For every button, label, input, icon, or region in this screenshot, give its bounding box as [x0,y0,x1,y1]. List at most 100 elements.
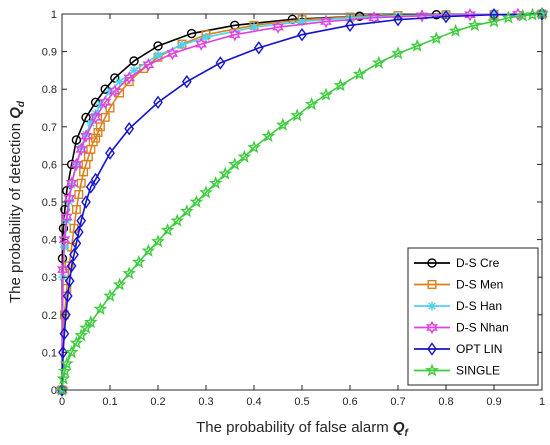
data-point [391,46,405,60]
y-tick-label: 0.8 [42,84,57,96]
data-point [487,14,501,28]
data-point [227,157,242,171]
data-point [166,46,179,61]
data-point [320,14,332,29]
series-d-s-nhan [56,7,548,397]
data-point [81,195,91,209]
data-point [105,146,115,160]
y-tick-label: 0 [51,385,57,397]
legend-marker [427,301,437,311]
x-tick-label: 0.9 [486,396,501,408]
data-point [177,40,187,50]
data-point [90,172,101,187]
legend-marker [426,320,438,335]
y-tick-label: 0.5 [42,197,57,209]
data-point [304,97,319,111]
data-point [142,58,155,72]
data-point [58,364,72,378]
data-point [70,157,83,172]
data-point [416,9,428,23]
y-tick-label: 0.4 [42,235,57,247]
legend-marker [425,363,439,377]
data-point [131,254,146,268]
data-point [62,289,73,303]
x-tick-label: 1 [539,396,545,408]
y-tick-label: 0.9 [42,47,57,59]
x-tick-label: 0 [59,396,65,408]
data-point [59,356,74,370]
legend-item: OPT LIN [414,342,502,356]
y-tick-label: 1 [51,9,57,21]
data-point [81,112,91,123]
data-point [91,133,101,143]
data-point [170,213,185,227]
data-point [247,140,261,154]
y-tick-label: 0.3 [42,272,57,284]
data-point [71,236,82,251]
data-point [253,41,264,55]
data-point [429,31,444,45]
data-point [112,277,127,291]
data-point [122,266,137,280]
data-point [108,84,121,98]
data-point [141,243,156,257]
data-point [371,55,386,69]
data-point [525,7,540,21]
x-tick-label: 0.3 [198,396,213,408]
data-point [179,204,194,218]
legend-item: D-S Nhan [414,321,509,335]
data-point [58,232,71,247]
x-tick-label: 0.5 [294,396,309,408]
data-point [201,32,211,42]
data-point [79,320,93,334]
data-point [272,20,284,34]
data-point [60,210,73,224]
data-point [218,166,233,180]
legend-label: D-S Men [456,278,503,292]
data-point [58,223,69,234]
data-point [215,56,226,70]
data-point [90,97,101,108]
data-point [261,129,276,143]
data-point [515,8,530,22]
data-point [64,261,74,271]
legend-marker [427,258,437,268]
data-point [55,382,69,396]
data-point [186,28,197,39]
legend-item: SINGLE [414,363,500,378]
data-point [275,117,290,131]
x-tick-label: 0.6 [342,396,357,408]
data-point [333,78,348,92]
legend-item: D-S Men [414,278,503,292]
data-point [319,87,333,101]
x-tick-label: 0.4 [246,396,261,408]
data-point [195,37,208,51]
data-point [110,73,120,83]
data-point [441,9,451,24]
data-point [124,121,135,136]
data-point [153,95,163,110]
series-line [61,13,543,391]
y-tick-label: 0.1 [42,347,57,359]
data-point [57,253,68,264]
data-point [57,262,69,277]
data-point [467,18,482,32]
data-point [199,185,213,199]
data-point [345,18,355,32]
y-tick-label: 0.6 [42,159,57,171]
data-point [153,41,163,51]
legend-item: D-S Cre [414,256,500,270]
legend-label: D-S Nhan [456,321,509,335]
x-tick-label: 0.1 [102,396,117,408]
data-point [66,259,77,273]
data-point [71,135,82,145]
legend-marker [427,342,437,356]
data-point [410,38,425,52]
data-point [489,8,499,22]
series-single [55,6,549,396]
legend-item: D-S Han [414,299,502,313]
data-point [76,178,86,188]
series-opt-lin [57,7,547,397]
data-point [100,84,110,94]
data-point [189,194,204,208]
